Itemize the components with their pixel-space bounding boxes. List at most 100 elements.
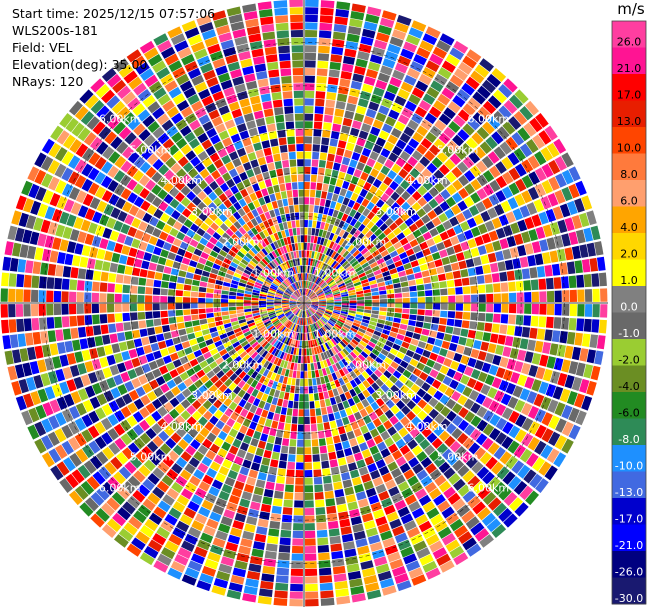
ppi-gate: [380, 266, 389, 273]
ppi-gate: [491, 131, 504, 145]
ppi-gate: [332, 435, 341, 444]
ppi-gate: [308, 291, 314, 298]
ppi-gate: [384, 320, 393, 327]
ppi-gate: [205, 308, 214, 313]
ppi-gate: [260, 311, 268, 315]
ppi-gate: [254, 533, 267, 543]
ppi-gate: [355, 314, 363, 319]
ppi-gate: [347, 314, 355, 320]
ppi-gate: [246, 319, 255, 325]
ppi-gate: [238, 318, 247, 324]
ppi-gate: [236, 303, 244, 307]
ppi-gate: [319, 237, 325, 246]
ppi-gate: [139, 407, 150, 419]
ppi-gate: [304, 538, 316, 546]
ppi-gate: [325, 231, 331, 240]
ppi-gate: [298, 303, 304, 308]
ppi-gate: [349, 305, 357, 309]
ppi-gate: [486, 73, 502, 88]
ppi-gate: [370, 401, 380, 411]
ppi-gate: [460, 269, 469, 278]
ppi-gate: [405, 330, 414, 338]
ppi-gate: [244, 308, 252, 313]
ppi-gate: [267, 325, 275, 332]
ppi-gate: [341, 260, 349, 268]
ppi-gate: [384, 187, 395, 197]
ppi-gate: [297, 300, 304, 303]
ppi-gate: [279, 264, 285, 272]
ppi-gate: [203, 207, 213, 217]
ppi-gate: [456, 504, 471, 518]
ppi-gate: [145, 278, 154, 287]
ppi-gate: [435, 224, 446, 234]
ppi-gate: [304, 409, 310, 417]
ppi-gate: [254, 281, 263, 287]
ppi-gate: [321, 460, 330, 469]
ppi-gate: [496, 466, 510, 480]
ppi-gate: [411, 445, 423, 456]
ppi-gate: [375, 137, 386, 147]
ppi-gate: [306, 289, 310, 297]
ppi-gate: [118, 64, 134, 78]
ppi-gate: [263, 360, 270, 369]
ppi-gate: [325, 310, 333, 314]
ppi-gate: [160, 348, 169, 357]
ppi-gate: [194, 162, 206, 173]
ppi-gate: [345, 265, 353, 272]
ppi-gate: [337, 402, 345, 411]
ppi-gate: [192, 410, 202, 421]
ppi-gate: [457, 464, 470, 478]
ppi-gate: [84, 303, 92, 314]
ppi-gate: [238, 282, 247, 288]
colorbar-segment: [612, 74, 646, 101]
ppi-gate: [311, 439, 319, 447]
ppi-gate: [445, 272, 454, 280]
ppi-gate: [68, 171, 80, 185]
ppi-gate: [237, 289, 245, 294]
ppi-gate: [514, 399, 526, 413]
ppi-gate: [445, 539, 460, 553]
range-ring-label: 3.00km: [375, 205, 417, 218]
ppi-gate: [147, 101, 161, 114]
ppi-gate: [291, 275, 296, 283]
ppi-gate: [510, 222, 520, 235]
ppi-gate: [337, 342, 345, 350]
ppi-gate: [352, 322, 361, 328]
ppi-gate: [243, 343, 251, 351]
ppi-gate: [389, 518, 402, 530]
ppi-gate: [385, 399, 395, 409]
ppi-gate: [361, 83, 374, 94]
ppi-gate: [350, 404, 359, 414]
ppi-gate: [468, 151, 481, 164]
ppi-gate: [258, 400, 266, 409]
ppi-gate: [346, 563, 360, 573]
ppi-gate: [409, 239, 419, 248]
ppi-gate: [251, 305, 259, 309]
ppi-gate: [162, 273, 171, 282]
range-ring-label: 2.00km: [222, 358, 264, 371]
ppi-gate: [319, 261, 325, 270]
ppi-gate: [347, 286, 355, 292]
ppi-gate: [344, 548, 357, 558]
ppi-gate: [353, 112, 365, 123]
ppi-gate: [187, 34, 203, 46]
ppi-gate: [174, 192, 185, 203]
ppi-gate: [220, 223, 229, 232]
ppi-gate: [318, 560, 331, 568]
ppi-gate: [324, 342, 331, 350]
ppi-gate: [395, 400, 406, 410]
ppi-gate: [334, 16, 348, 26]
ppi-gate: [172, 336, 181, 345]
ppi-gate: [348, 236, 356, 244]
ppi-gate: [76, 303, 84, 314]
ppi-gate: [25, 376, 37, 391]
ppi-gate: [151, 171, 163, 183]
ppi-gate: [286, 321, 292, 328]
ppi-gate: [300, 265, 303, 273]
ppi-gate: [268, 312, 276, 317]
ppi-gate: [394, 573, 409, 584]
ppi-gate: [417, 399, 428, 409]
ppi-gate: [30, 200, 42, 216]
range-ring: [173, 172, 435, 434]
ppi-gate: [299, 386, 304, 394]
